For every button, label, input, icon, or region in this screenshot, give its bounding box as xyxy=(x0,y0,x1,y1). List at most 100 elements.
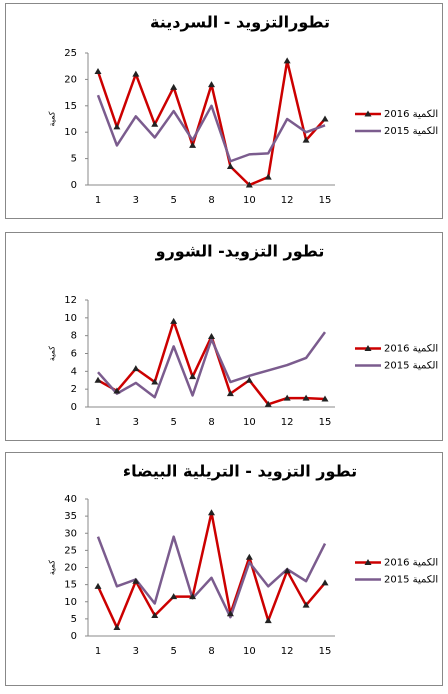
point-marker xyxy=(151,611,159,618)
y-tick-label: 5 xyxy=(71,154,77,165)
point-marker xyxy=(302,136,310,143)
point-marker xyxy=(151,378,159,385)
y-tick-label: 4 xyxy=(71,366,77,377)
x-tick-label: 3 xyxy=(133,417,139,428)
legend-label: 2015 الكمية xyxy=(384,126,438,137)
legend-marker xyxy=(364,559,372,565)
y-tick-label: 25 xyxy=(64,545,77,556)
x-tick-label: 12 xyxy=(281,646,294,657)
series-line xyxy=(97,331,327,399)
x-tick-label: 5 xyxy=(170,417,176,428)
y-tick-label: 25 xyxy=(64,48,77,59)
point-marker xyxy=(189,373,197,380)
x-tick-label: 8 xyxy=(208,417,214,428)
legend-label: 2016 الكمية xyxy=(384,109,438,120)
x-tick-label: 8 xyxy=(208,646,214,657)
y-axis-label: كمية xyxy=(48,111,57,126)
x-tick-label: 10 xyxy=(243,195,256,206)
point-marker xyxy=(94,67,102,74)
point-marker xyxy=(264,173,272,180)
x-tick-label: 15 xyxy=(319,195,332,206)
y-tick-label: 0 xyxy=(71,631,77,642)
point-marker xyxy=(170,83,178,90)
y-tick-label: 20 xyxy=(64,563,77,574)
x-tick-label: 10 xyxy=(243,646,256,657)
point-marker xyxy=(132,365,140,372)
x-tick-label: 8 xyxy=(208,195,214,206)
point-marker xyxy=(208,333,215,340)
y-tick-label: 15 xyxy=(64,580,77,591)
point-marker xyxy=(226,390,234,397)
point-marker xyxy=(321,115,329,122)
point-marker xyxy=(245,181,253,188)
point-marker xyxy=(170,593,178,600)
legend-label: 2015 الكمية xyxy=(384,575,438,586)
x-tick-label: 5 xyxy=(170,646,176,657)
point-marker xyxy=(283,57,291,64)
chart-title: تطور التزويد- الشورو xyxy=(155,242,325,261)
point-marker xyxy=(132,577,140,584)
point-marker xyxy=(226,610,234,617)
point-marker xyxy=(264,400,272,407)
y-tick-label: 30 xyxy=(64,528,77,539)
panel xyxy=(5,3,443,219)
point-marker xyxy=(302,394,310,401)
y-tick-label: 15 xyxy=(64,101,77,112)
point-marker xyxy=(113,623,121,630)
legend-marker xyxy=(364,110,372,117)
legend-label: 2016 الكمية xyxy=(384,344,438,355)
y-axis-label: كمية xyxy=(48,346,57,361)
series-line xyxy=(96,94,326,163)
point-marker xyxy=(302,601,310,608)
y-tick-label: 0 xyxy=(71,402,77,413)
legend-marker xyxy=(364,345,372,351)
y-tick-label: 35 xyxy=(64,511,77,522)
point-marker xyxy=(132,70,140,77)
x-tick-label: 5 xyxy=(170,195,176,206)
legend-label: 2016 الكمية xyxy=(384,558,438,569)
point-marker xyxy=(245,376,253,383)
point-marker xyxy=(94,582,102,589)
x-tick-label: 12 xyxy=(281,195,294,206)
point-marker xyxy=(245,553,253,560)
panel xyxy=(5,452,443,686)
x-tick-label: 12 xyxy=(281,417,294,428)
x-tick-label: 10 xyxy=(243,417,256,428)
x-tick-label: 15 xyxy=(319,646,332,657)
y-tick-label: 10 xyxy=(64,127,77,138)
point-marker xyxy=(208,509,215,516)
y-tick-label: 0 xyxy=(71,180,77,191)
y-tick-label: 20 xyxy=(64,74,77,85)
y-tick-label: 8 xyxy=(71,331,77,342)
point-marker xyxy=(189,141,197,148)
x-tick-label: 1 xyxy=(95,646,101,657)
x-tick-label: 3 xyxy=(133,646,139,657)
y-tick-label: 10 xyxy=(64,597,77,608)
point-marker xyxy=(264,617,272,624)
point-marker xyxy=(321,579,329,586)
y-tick-label: 5 xyxy=(71,614,77,625)
panel xyxy=(5,232,443,441)
x-tick-label: 3 xyxy=(133,195,139,206)
y-tick-label: 40 xyxy=(64,494,77,505)
legend-label: 2015 الكمية xyxy=(384,361,438,372)
chart-title: تطور التزويد - التريلية البيضاء xyxy=(123,462,357,481)
point-marker xyxy=(283,394,291,401)
point-marker xyxy=(94,376,102,383)
point-marker xyxy=(226,163,234,170)
y-tick-label: 12 xyxy=(64,295,77,306)
y-tick-label: 6 xyxy=(71,349,77,360)
point-marker xyxy=(321,395,329,402)
point-marker xyxy=(170,317,178,324)
x-tick-label: 1 xyxy=(95,195,101,206)
point-marker xyxy=(208,81,215,88)
point-marker xyxy=(113,387,121,394)
y-axis-label: كمية xyxy=(48,560,57,575)
point-marker xyxy=(151,120,159,127)
y-tick-label: 2 xyxy=(71,384,77,395)
x-tick-label: 1 xyxy=(95,417,101,428)
chart-title: تطورالتزويد - السردينة xyxy=(150,13,330,32)
x-tick-label: 15 xyxy=(319,417,332,428)
